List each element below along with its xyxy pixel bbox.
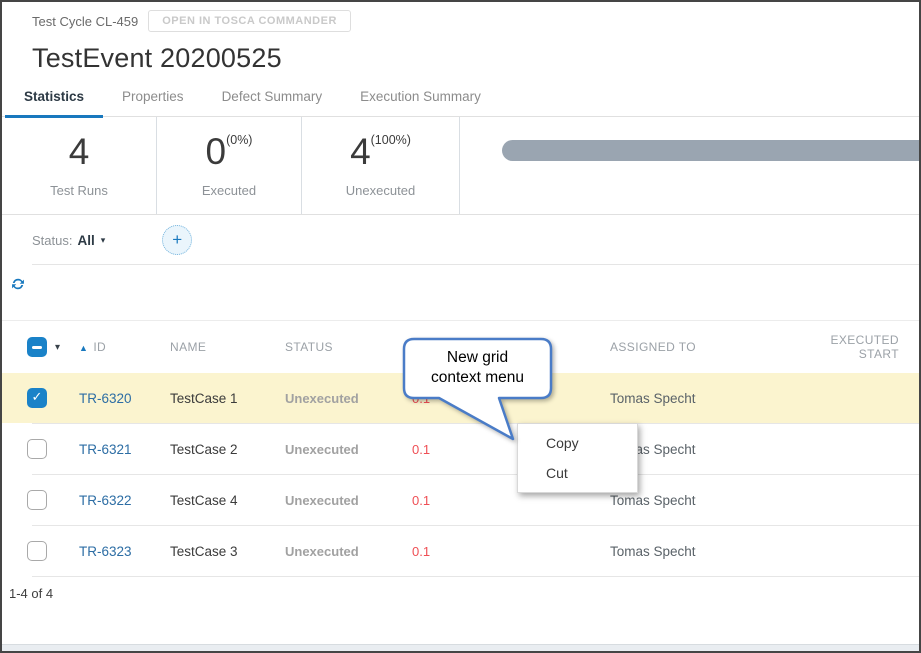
- menu-item-cut[interactable]: Cut: [546, 465, 568, 481]
- execution-progress-wrap: [460, 117, 919, 214]
- duration-value: 0.1: [412, 492, 431, 508]
- breadcrumb: Test Cycle CL-459: [32, 13, 139, 29]
- duration-value: 0.1: [412, 441, 431, 457]
- tab-execution-summary[interactable]: Execution Summary: [360, 89, 481, 104]
- test-run-link[interactable]: TR-6322: [79, 492, 132, 508]
- toolbar-row: [2, 265, 919, 320]
- top-bar: Test Cycle CL-459 OPEN IN TOSCA COMMANDE…: [32, 10, 919, 32]
- grid-header-row: ▾ ▲ ID NAME STATUS ASSIGNED TO EXECUTED S…: [2, 321, 919, 373]
- check-icon: ✓: [31, 389, 43, 404]
- tab-defect-summary[interactable]: Defect Summary: [221, 89, 323, 104]
- table-row[interactable]: TR-6323 TestCase 3 Unexecuted 0.1 Tomas …: [2, 526, 919, 576]
- test-run-link[interactable]: TR-6323: [79, 543, 132, 559]
- status-badge: Unexecuted: [285, 390, 359, 406]
- test-run-link[interactable]: TR-6320: [79, 390, 132, 406]
- stat-test-runs-label: Test Runs: [50, 183, 108, 198]
- table-row[interactable]: TR-6322 TestCase 4 Unexecuted 0.1 Tomas …: [2, 475, 919, 525]
- status-badge: Unexecuted: [285, 543, 359, 559]
- stat-unexecuted: 4 (100%) Unexecuted: [302, 117, 460, 214]
- execution-progress-bar: [502, 140, 919, 161]
- row-divider: [32, 576, 919, 577]
- add-filter-button[interactable]: +: [162, 225, 193, 255]
- stat-unexecuted-label: Unexecuted: [345, 183, 416, 198]
- stat-unexecuted-value: 4: [350, 131, 371, 172]
- stat-executed-value: 0: [205, 131, 227, 172]
- stat-test-runs: 4 Test Runs: [2, 117, 157, 214]
- pagination-summary: 1-4 of 4: [9, 586, 54, 601]
- horizontal-scrollbar-track[interactable]: [2, 644, 919, 651]
- callout-bubble: [402, 337, 553, 441]
- test-run-link[interactable]: TR-6321: [79, 441, 132, 457]
- row-divider: [32, 423, 919, 424]
- sort-ascending-icon: ▲: [79, 343, 89, 353]
- column-header-status[interactable]: STATUS: [285, 340, 333, 354]
- test-run-name: TestCase 3: [170, 543, 238, 559]
- status-badge: Unexecuted: [285, 441, 359, 457]
- statistics-panel: 4 Test Runs 0 (0%) Executed 4 (100%) Unexe…: [2, 117, 919, 215]
- test-run-name: TestCase 4: [170, 492, 238, 508]
- select-all-checkbox[interactable]: [27, 337, 47, 357]
- row-checkbox[interactable]: [27, 541, 47, 561]
- menu-item-copy[interactable]: Copy: [546, 435, 579, 451]
- column-header-name[interactable]: NAME: [170, 340, 207, 354]
- assigned-to-value: Tomas Specht: [610, 492, 696, 508]
- stat-unexecuted-pct: (100%): [370, 133, 411, 147]
- column-header-executed-start[interactable]: EXECUTED START: [830, 333, 899, 361]
- table-row[interactable]: TR-6321 TestCase 2 Unexecuted 0.1 Tomas …: [2, 424, 919, 474]
- stat-executed: 0 (0%) Executed: [157, 117, 302, 214]
- grid-context-menu: Copy Cut: [517, 423, 638, 493]
- row-divider: [32, 525, 919, 526]
- tab-statistics[interactable]: Statistics: [5, 89, 104, 118]
- test-run-name: TestCase 1: [170, 390, 238, 406]
- assigned-to-value: Tomas Specht: [610, 543, 696, 559]
- assigned-to-value: Tomas Specht: [610, 390, 696, 406]
- test-runs-grid: ▾ ▲ ID NAME STATUS ASSIGNED TO EXECUTED S…: [2, 320, 919, 601]
- duration-value: 0.1: [412, 543, 431, 559]
- status-badge: Unexecuted: [285, 492, 359, 508]
- status-filter-label: Status:: [32, 232, 73, 248]
- row-checkbox[interactable]: [27, 439, 47, 459]
- open-in-tosca-commander-button[interactable]: OPEN IN TOSCA COMMANDER: [148, 10, 351, 32]
- filter-bar: Status: All ▾ +: [2, 215, 919, 265]
- tab-properties[interactable]: Properties: [122, 89, 184, 104]
- stat-executed-pct: (0%): [226, 133, 253, 147]
- row-checkbox[interactable]: [27, 490, 47, 510]
- refresh-icon[interactable]: [10, 276, 26, 292]
- row-divider: [32, 474, 919, 475]
- stat-test-runs-value: 4: [68, 131, 90, 172]
- status-filter-value[interactable]: All: [77, 232, 95, 248]
- chevron-down-icon[interactable]: ▾: [100, 234, 106, 245]
- stat-executed-label: Executed: [201, 183, 257, 198]
- column-header-id[interactable]: ▲ ID: [79, 340, 107, 354]
- tab-bar: Statistics Properties Defect Summary Exe…: [2, 89, 919, 118]
- row-checkbox[interactable]: ✓: [27, 388, 47, 408]
- page-title: TestEvent 20200525: [32, 43, 282, 73]
- test-run-name: TestCase 2: [170, 441, 238, 457]
- indeterminate-mark-icon: [32, 346, 42, 349]
- column-header-assigned-to[interactable]: ASSIGNED TO: [610, 340, 696, 354]
- selection-menu-caret-icon[interactable]: ▾: [55, 341, 61, 353]
